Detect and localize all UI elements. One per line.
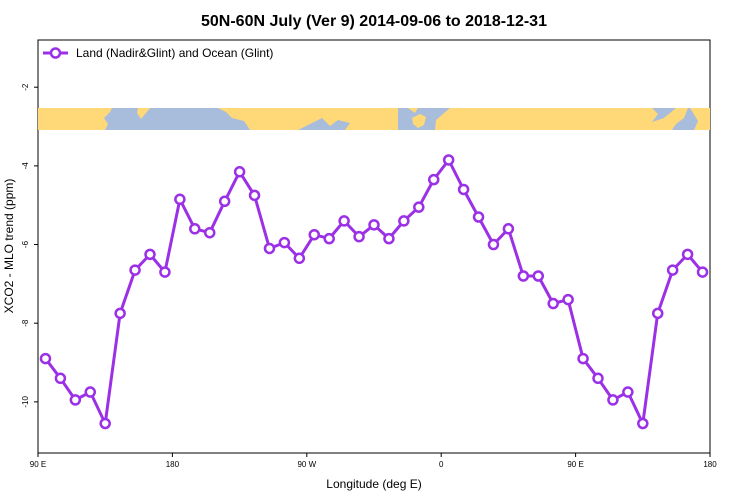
data-point-16 [278,236,291,249]
data-point-8 [159,266,171,278]
data-point-30 [487,238,500,251]
data-point-14 [248,189,261,202]
data-point-11 [203,226,216,239]
data-point-10 [189,223,201,235]
data-point-41 [651,307,664,320]
y-tick-label-1: -4 [21,162,30,170]
data-point-5 [114,307,126,320]
map-land-eurasia [435,108,688,130]
data-point-36 [577,352,589,365]
y-tick-label-3: -8 [21,319,30,327]
data-point-6 [129,264,141,276]
data-point-20 [338,215,350,227]
legend-label: Land (Nadir&Glint) and Ocean (Glint) [76,46,273,60]
x-tick-label-0: 90 E [30,460,46,469]
data-point-34 [547,297,559,310]
data-point-35 [562,293,574,306]
x-tick-label-2: 90 W [297,460,316,469]
x-tick-label-5: 180 [703,460,717,469]
data-point-39 [622,386,634,398]
data-point-18 [308,228,321,241]
map-land-eurasia-east [690,108,710,130]
data-point-13 [233,166,246,178]
data-point-7 [144,248,156,261]
data-point-4 [99,417,111,430]
data-point-27 [442,154,455,166]
data-point-38 [607,394,619,406]
data-point-24 [398,215,410,227]
map-strip [38,108,710,130]
chart-title: 50N-60N July (Ver 9) 2014-09-06 to 2018-… [201,13,547,30]
map-island-uk [412,114,426,128]
data-point-9 [174,193,186,206]
y-tick-label-4: -10 [21,396,30,408]
x-axis-label: Longitude (deg E) [326,477,421,491]
legend: Land (Nadir&Glint) and Ocean (Glint) [43,46,273,60]
y-axis: -2 -4 -6 -8 -10 [21,83,38,408]
series-line-0 [44,158,704,425]
data-point-31 [502,223,515,235]
data-point-23 [383,232,395,245]
data-point-19 [323,232,335,245]
plot-frame [37,39,711,454]
map-land-eurasia-west [38,108,112,130]
data-point-26 [427,173,440,186]
data-point-15 [263,242,276,255]
data-point-40 [637,417,649,430]
data-point-32 [517,270,530,282]
data-point-3 [84,386,97,398]
series-layer [39,154,709,430]
x-axis: 90 E 180 90 W 0 90 E 180 [30,453,717,469]
data-point-17 [293,252,306,265]
data-point-12 [218,195,231,208]
map-land-greenland-tip [408,108,418,113]
data-point-44 [696,266,709,278]
data-point-28 [457,183,470,196]
data-point-43 [681,248,694,261]
y-axis-label: XCO2 - MLO trend (ppm) [2,179,16,314]
data-point-42 [666,264,679,276]
x-tick-label-3: 0 [439,460,444,469]
x-tick-label-1: 180 [166,460,180,469]
map-land-alaska-canada [218,108,398,130]
data-point-0 [39,352,52,365]
data-point-33 [532,270,545,282]
data-point-29 [472,211,485,223]
data-point-21 [353,230,365,243]
data-point-37 [592,372,604,385]
y-tick-label-2: -6 [21,240,30,248]
data-point-25 [413,201,425,213]
x-tick-label-4: 90 E [567,460,583,469]
map-land-kamchatka [137,108,150,119]
legend-marker [49,47,62,59]
y-tick-label-0: -2 [21,83,30,91]
data-point-22 [368,219,380,231]
data-point-2 [69,394,82,406]
data-point-1 [54,372,67,385]
